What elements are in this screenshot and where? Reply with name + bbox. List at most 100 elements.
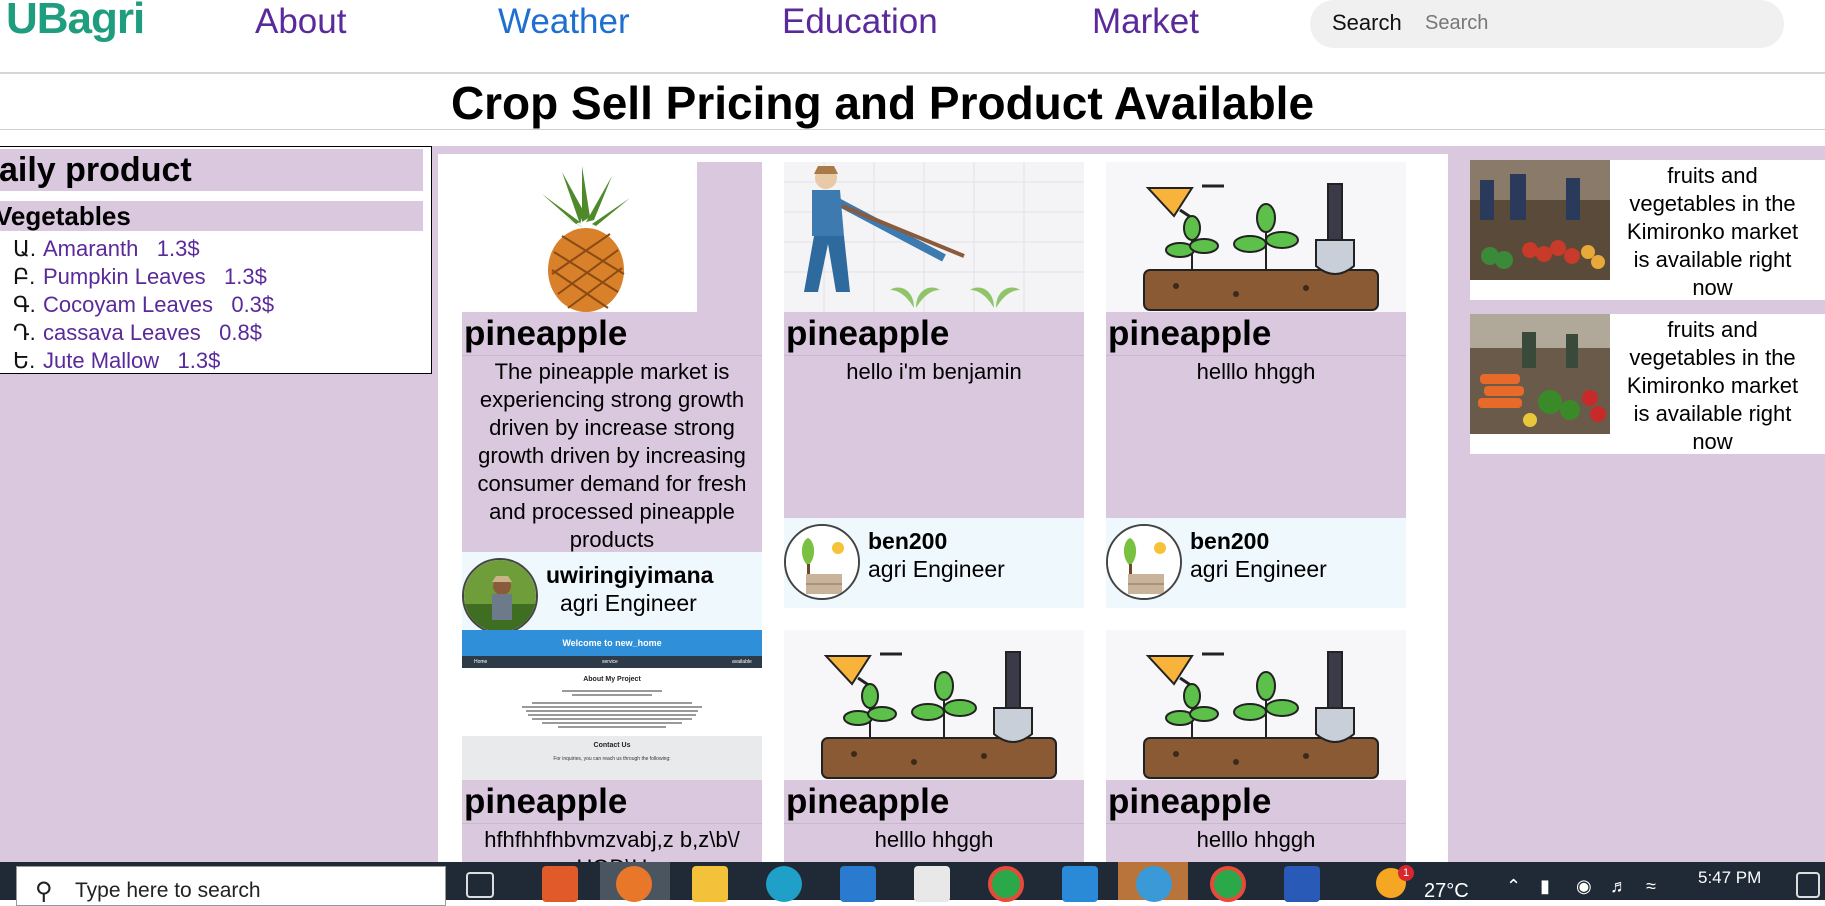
daily-product-panel: aily product Vegetables Ա. Amaranth 1.3$ … [0,146,432,374]
item-price: 1.3$ [156,236,200,261]
author-name[interactable]: ben200 [868,528,948,554]
file-explorer-icon[interactable] [692,866,728,902]
plants-image [784,630,1084,780]
vegetable-list: Ա. Amaranth 1.3$ Բ. Pumpkin Leaves 1.3$ Գ.… [13,235,274,375]
product-card[interactable]: pineapple helllo hhggh [784,630,1084,862]
author-info: uwiringiyimana agri Engineer [462,552,762,642]
firefox-icon[interactable] [616,866,652,902]
chrome-icon[interactable] [988,866,1024,902]
taskbar-search-box[interactable]: ⚲ Type here to search [16,866,446,906]
market-photo [1470,314,1610,434]
author-name[interactable]: ben200 [1190,528,1270,554]
list-marker: Ա. [13,236,36,261]
nav-market-link[interactable]: Market [1092,2,1199,41]
daily-product-title: aily product [0,149,423,191]
card-description: helllo hhggh [1106,356,1406,518]
screenshot-contact: Contact Us For inquiries, you can reach … [462,736,762,780]
card-title: pineapple [784,312,1084,356]
author-info: ben200 agri Engineer [784,518,1084,608]
windows-taskbar: ⚲ Type here to search 1 27°C ⌃ ▮ ◉ ♬ ≈ 5… [0,862,1825,906]
screenshot-menu-item: service [602,659,618,665]
item-name: Pumpkin Leaves [43,264,206,289]
item-price: 1.3$ [224,264,267,289]
product-grid: pineapple The pineapple market is experi… [438,154,1448,862]
card-title: pineapple [1106,312,1406,356]
list-item[interactable]: Բ. Pumpkin Leaves 1.3$ [13,263,274,291]
list-marker: Բ. [13,264,36,289]
list-item[interactable]: Դ. cassava Leaves 0.8$ [13,319,274,347]
nav-weather-link[interactable]: Weather [498,2,630,41]
screenshot-contact-text: For inquiries, you can reach us through … [553,756,671,762]
card-description: helllo hhggh [784,824,1084,862]
store-icon[interactable] [914,866,950,902]
card-description: hfhfhhfhbvmzvabj,z b,z\b\/ HOD\H [462,824,762,862]
screenshot-contact-title: Contact Us [593,742,631,749]
vscode-icon[interactable] [1062,866,1098,902]
app-icon[interactable] [542,866,578,902]
list-item[interactable]: Գ. Cocoyam Leaves 0.3$ [13,291,274,319]
product-card[interactable]: pineapple helllo hhggh [1106,630,1406,862]
avatar [1106,524,1182,600]
market-ad[interactable]: fruits and vegetables in the Kimironko m… [1470,160,1825,300]
author-role: agri Engineer [1190,556,1327,582]
card-title: pineapple [462,312,762,356]
clock[interactable]: 5:47 PM [1698,868,1762,887]
temperature[interactable]: 27°C [1424,880,1469,902]
ad-text: fruits and vegetables in the Kimironko m… [1626,163,1799,300]
list-marker: Ե. [13,348,36,373]
farmer-image [784,162,1084,312]
item-price: 0.8$ [219,320,262,345]
chevron-up-icon[interactable]: ⌃ [1506,876,1522,896]
main-content: aily product Vegetables Ա. Amaranth 1.3$ … [0,146,1825,862]
screenshot-about-title: About My Project [583,676,641,683]
notification-badge: 1 [1398,865,1414,881]
screenshot-header: Welcome to new_home [462,630,762,656]
plants-image [1106,162,1406,312]
screenshot-menu-item: Home [474,659,488,665]
site-logo[interactable]: UBagri [6,0,145,43]
top-nav: UBagri About Weather Education Market Se… [0,0,1825,74]
list-item[interactable]: Ա. Amaranth 1.3$ [13,235,274,263]
card-description: hello i'm benjamin [784,356,1084,518]
nav-about-link[interactable]: About [255,2,347,41]
chrome-profile-icon[interactable] [1210,866,1246,902]
market-ad[interactable]: fruits and vegetables in the Kimironko m… [1470,314,1825,454]
item-price: 0.3$ [231,292,275,317]
product-card[interactable]: pineapple hello i'm benjamin ben200 [784,162,1084,608]
camera-icon[interactable]: ◉ [1576,876,1592,896]
product-card[interactable]: Welcome to new_home Home service availab… [462,630,762,862]
wifi-icon[interactable]: ≈ [1646,876,1656,896]
nav-education-link[interactable]: Education [782,2,938,41]
vegetables-heading: Vegetables [0,201,423,231]
product-card[interactable]: pineapple The pineapple market is experi… [462,162,762,762]
screenshot-menu-item: available [732,659,752,665]
author-role: agri Engineer [560,590,697,616]
item-name: Amaranth [43,236,139,261]
pineapple-image [462,162,762,312]
search-label: Search [1332,10,1402,35]
avatar [784,524,860,600]
edge-icon[interactable] [766,866,802,902]
search-icon: ⚲ [35,878,53,905]
card-description: helllo hhggh [1106,824,1406,862]
market-ads: fruits and vegetables in the Kimironko m… [1470,160,1825,468]
browser-viewport: UBagri About Weather Education Market Se… [0,0,1825,862]
list-marker: Դ. [13,320,36,345]
screenshot-menu: Home service available [462,656,762,668]
taskbar-search-placeholder: Type here to search [75,879,261,902]
plants-image [1106,630,1406,780]
battery-icon[interactable]: ▮ [1540,876,1550,896]
task-view-icon[interactable] [466,872,494,898]
card-description: The pineapple market is experiencing str… [462,356,762,552]
item-name: cassava Leaves [43,320,201,345]
docker-icon[interactable] [1136,866,1172,902]
mail-icon[interactable] [840,866,876,902]
search-input[interactable] [1425,6,1765,40]
author-name[interactable]: uwiringiyimana [546,562,714,588]
notifications-icon[interactable] [1796,872,1820,898]
product-card[interactable]: pineapple helllo hhggh ben200 [1106,162,1406,608]
list-item[interactable]: Ե. Jute Mallow 1.3$ [13,347,274,375]
avatar [462,558,538,634]
word-icon[interactable] [1284,866,1320,902]
volume-icon[interactable]: ♬ [1610,876,1628,896]
